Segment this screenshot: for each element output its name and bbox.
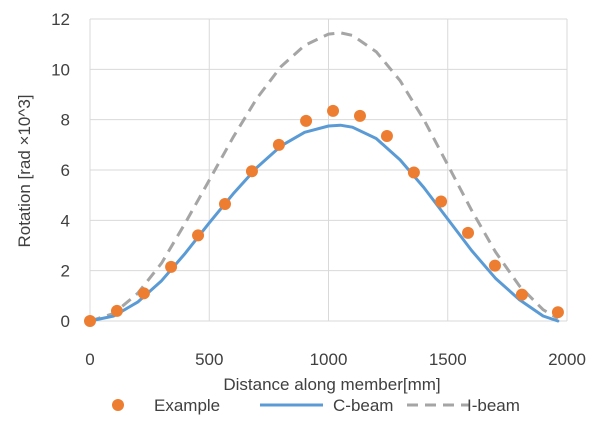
y-tick-label: 6 [61, 161, 70, 180]
example-point [245, 165, 258, 178]
example-point [380, 130, 393, 143]
example-point [407, 166, 420, 179]
legend: Example C-beam I-beam [112, 396, 520, 415]
legend-example-marker [112, 399, 124, 411]
y-tick-label: 0 [61, 312, 70, 331]
example-point [300, 114, 313, 127]
example-point [218, 197, 231, 210]
example-point [515, 288, 528, 301]
x-tick-label: 1500 [429, 350, 467, 369]
example-point [110, 304, 123, 317]
example-point [462, 226, 475, 239]
x-tick-label: 2000 [548, 350, 586, 369]
y-tick-label: 2 [61, 262, 70, 281]
example-point [165, 260, 178, 273]
y-tick-label: 4 [61, 211, 70, 230]
example-point [551, 306, 564, 319]
example-point [84, 315, 96, 327]
x-tick-labels: 0 500 1000 1500 2000 [85, 350, 586, 369]
x-axis-title: Distance along member[mm] [223, 375, 440, 394]
y-axis-title: Rotation [rad ×10^3] [15, 94, 34, 247]
grid-lines [89, 18, 568, 322]
example-point [137, 287, 150, 300]
y-tick-label: 8 [61, 111, 70, 130]
example-point [192, 229, 205, 242]
example-point [272, 138, 285, 151]
c-beam-line [88, 123, 560, 323]
i-beam-line [89, 31, 559, 323]
y-tick-labels: 0 2 4 6 8 10 12 [51, 10, 70, 331]
y-tick-label: 12 [51, 10, 70, 29]
x-tick-label: 500 [195, 350, 223, 369]
x-tick-label: 1000 [310, 350, 348, 369]
legend-example-label: Example [154, 396, 220, 415]
series-layer [84, 31, 564, 327]
example-point [435, 195, 448, 208]
legend-i-beam-label: I-beam [467, 396, 520, 415]
example-point [488, 259, 501, 272]
example-point [353, 109, 366, 122]
example-point [327, 104, 340, 117]
legend-c-beam-label: C-beam [333, 396, 393, 415]
y-tick-label: 10 [51, 60, 70, 79]
x-tick-label: 0 [85, 350, 94, 369]
